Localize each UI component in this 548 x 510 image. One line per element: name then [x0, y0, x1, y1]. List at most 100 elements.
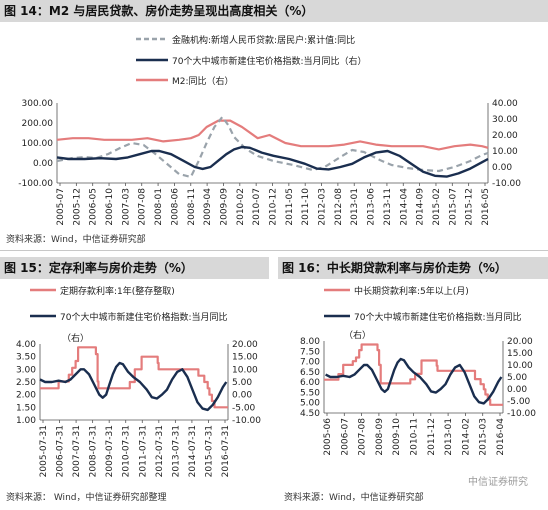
x-tick-label: 2011-10	[301, 188, 311, 226]
x-tick-label: 2010-02	[236, 188, 246, 226]
y-left-tick-label: 1.50	[16, 403, 36, 413]
fig14-source: 资料来源：Wind，中信证券研究部	[6, 235, 146, 245]
y-left-tick-label: 3.50	[16, 353, 36, 363]
x-tick-label: 2009-07-31	[105, 425, 115, 477]
y-right-tick-label: 40.00	[492, 99, 518, 109]
y-right-tick-label: 15.00	[232, 353, 258, 363]
y-left-tick-label: 8.00	[300, 337, 320, 347]
y-left-tick-label: 2.00	[16, 391, 36, 401]
y-right-tick-label: 0.00	[507, 385, 527, 395]
legend-label: 金融机构:新增人民币贷款:居民户:累计值:同比	[172, 34, 355, 46]
y-right-tick-label: 20.00	[492, 131, 518, 141]
series-line	[56, 119, 489, 151]
x-tick-label: 2008-01	[154, 188, 164, 226]
fig15-title: 图 15：定存利率与房价走势（%）	[0, 257, 269, 279]
x-tick-label: 2011-12	[427, 418, 437, 456]
y-right-tick-label: -5.00	[232, 403, 256, 413]
fig14-title: 图 14：M2 与居民贷款、房价走势呈现出高度相关（%）	[0, 0, 548, 22]
y-right-tick-label: 20.00	[507, 337, 533, 347]
x-tick-label: 2016-04	[496, 418, 506, 456]
x-tick-label: 2013-11	[383, 188, 393, 226]
y-left-tick-label: 4.00	[16, 340, 36, 350]
x-tick-label: 2013-01	[350, 188, 360, 226]
x-tick-label: 2010-11	[410, 418, 420, 456]
x-tick-label: 2011-07-31	[138, 425, 148, 477]
y-left-tick-label: 200.00	[22, 119, 54, 129]
y-right-tick-label: 10.00	[507, 361, 533, 371]
x-tick-label: 2009-10	[392, 418, 402, 456]
x-tick-label: 2016-05	[481, 188, 491, 226]
x-tick-label: 2006-07-31	[56, 425, 66, 477]
legend-label: M2:同比（右）	[172, 75, 234, 87]
x-tick-label: 2007-08	[358, 418, 368, 456]
x-tick-label: 2005-07	[56, 188, 66, 226]
legend-label: 定期存款利率:1年(整存整取)	[60, 285, 175, 297]
x-tick-label: 2006-10	[105, 188, 115, 226]
x-tick-label: 2007-07-31	[72, 425, 82, 477]
x-tick-label: 2008-06	[170, 188, 180, 226]
series-line	[325, 357, 503, 405]
series-line	[39, 361, 228, 412]
legend-label: 70个大中城市新建住宅价格指数:当月同比	[60, 311, 228, 323]
fig16-title: 图 16：中长期贷款利率与房价走势（%）	[278, 257, 548, 279]
x-tick-label: 2010-07-31	[122, 425, 132, 477]
y-left-tick-label: 300.00	[22, 99, 54, 109]
x-tick-label: 2007-08	[138, 188, 148, 226]
x-tick-label: 2012-03	[318, 188, 328, 226]
y-right-tick-label: 10.00	[232, 365, 258, 375]
y-left-tick-label: 4.50	[300, 409, 320, 419]
x-tick-label: 2013-07-31	[171, 425, 181, 477]
fig16-source: 资料来源：Wind，中信证券研究部	[284, 493, 424, 503]
y-right-tick-label: 20.00	[232, 340, 258, 350]
watermark-text: 中信证券研究	[468, 477, 528, 488]
y-right-tick-label: 10.00	[492, 147, 518, 157]
y-left-tick-label: -100.00	[18, 179, 53, 189]
y-right-tick-label: 5.00	[232, 378, 252, 388]
fig16-chart: 中长期贷款利率:5年以上(月) 70个大中城市新建住宅价格指数:当月同比 （右） 8.…	[300, 285, 536, 456]
legend-label: 中长期贷款利率:5年以上(月)	[354, 285, 469, 297]
x-tick-label: 2013-01	[444, 418, 454, 456]
fig14-chart: 金融机构:新增人民币贷款:居民户:累计值:同比 70个大中城市新建住宅价格指数:当…	[18, 34, 521, 226]
x-tick-label: 2014-04	[399, 188, 409, 226]
x-tick-label: 2008-09	[375, 418, 385, 456]
x-tick-label: 2006-07	[340, 418, 350, 456]
series-line	[56, 115, 489, 179]
series-line	[56, 145, 489, 178]
x-tick-label: 2015-03	[479, 418, 489, 456]
x-tick-label: 2010-12	[269, 188, 279, 226]
x-tick-label: 2009-09	[219, 188, 229, 226]
legend-label: （右）	[344, 329, 371, 341]
x-tick-label: 2013-06	[367, 188, 377, 226]
x-tick-label: 2012-07-31	[155, 425, 165, 477]
y-right-tick-label: -10.00	[507, 409, 536, 419]
y-left-tick-label: 1.00	[16, 416, 36, 426]
y-left-tick-label: 0.00	[33, 159, 53, 169]
fig15-chart: 定期存款利率:1年(整存整取) 70个大中城市新建住宅价格指数:当月同比 （右） 4.…	[16, 285, 261, 477]
y-left-tick-label: 6.50	[300, 368, 320, 378]
x-tick-label: 2010-07	[252, 188, 262, 226]
x-tick-label: 2014-09	[416, 188, 426, 226]
x-tick-label: 2015-02	[432, 188, 442, 226]
x-tick-label: 2011-05	[285, 188, 295, 226]
x-tick-label: 2014-02	[461, 418, 471, 456]
fig14-separator	[0, 250, 548, 251]
y-right-tick-label: 5.00	[507, 373, 527, 383]
x-tick-label: 2015-12	[465, 188, 475, 226]
y-left-tick-label: 5.50	[300, 388, 320, 398]
series-line	[324, 343, 503, 406]
y-left-tick-label: 7.00	[300, 358, 320, 368]
series-line	[40, 346, 228, 409]
y-left-tick-label: 2.50	[16, 378, 36, 388]
y-left-tick-label: 5.00	[300, 399, 320, 409]
y-left-tick-label: 7.50	[300, 347, 320, 357]
x-tick-label: 2014-07-31	[188, 425, 198, 477]
x-tick-label: 2008-07-31	[89, 425, 99, 477]
x-tick-label: 2005-07-31	[39, 425, 49, 477]
x-tick-label: 2012-08	[334, 188, 344, 226]
legend-label: 70个大中城市新建住宅价格指数:当月同比	[354, 311, 522, 323]
y-left-tick-label: 100.00	[22, 139, 54, 149]
legend-label: 70个大中城市新建住宅价格指数:当月同比（右）	[172, 55, 367, 67]
y-left-tick-label: 3.00	[16, 365, 36, 375]
x-tick-label: 2008-11	[187, 188, 197, 226]
y-right-tick-label: -5.00	[507, 397, 531, 407]
